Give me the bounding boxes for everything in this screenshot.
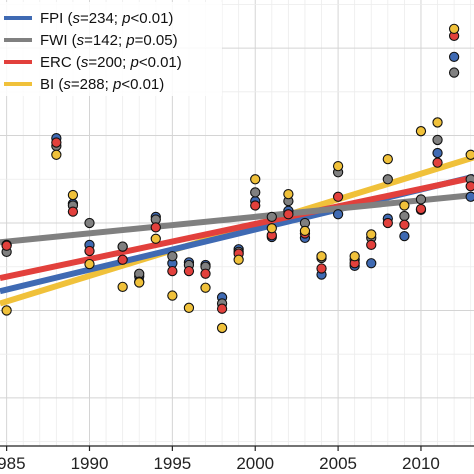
data-point-bi <box>216 322 228 334</box>
data-point-bi <box>200 282 211 293</box>
trend-line-fwi <box>0 192 474 246</box>
data-point-fpi <box>465 191 474 202</box>
x-axis: 1985 1990 1995 2000 2005 2010 <box>0 445 474 473</box>
data-point-bi <box>167 290 178 301</box>
data-point-erc <box>51 137 62 148</box>
data-point-bi <box>283 188 294 200</box>
data-point-bi <box>266 223 277 234</box>
data-point-erc <box>1 240 12 251</box>
data-point-erc <box>216 303 228 314</box>
legend-label-bi: BI (s=288; p<0.01) <box>40 76 164 93</box>
data-points <box>1 23 474 334</box>
data-point-bi <box>349 251 360 262</box>
data-point-erc <box>200 268 211 279</box>
data-point-bi <box>67 189 79 201</box>
data-point-erc <box>382 217 393 229</box>
data-point-bi <box>1 305 12 316</box>
data-point-bi <box>134 277 145 288</box>
data-point-bi <box>448 23 460 35</box>
legend-label-fpi: FPI (s=234; p<0.01) <box>40 10 173 27</box>
data-point-erc <box>67 206 79 217</box>
data-point-erc <box>332 191 344 202</box>
data-point-erc <box>167 265 178 277</box>
data-point-erc <box>183 265 195 277</box>
data-point-fwi <box>167 251 178 262</box>
data-point-bi <box>366 229 377 240</box>
data-point-erc <box>432 157 443 168</box>
data-point-erc <box>283 209 294 220</box>
x-tick-label: 2005 <box>319 454 357 473</box>
data-point-fpi <box>432 147 443 159</box>
data-point-bi <box>183 302 195 313</box>
data-point-fpi <box>332 209 344 220</box>
data-point-fpi <box>448 51 460 62</box>
x-tick-label: 2000 <box>236 454 274 473</box>
data-point-erc <box>316 263 327 274</box>
data-point-erc <box>465 181 474 192</box>
data-point-bi <box>415 126 427 137</box>
data-point-fwi <box>415 194 427 205</box>
data-point-bi <box>250 174 261 185</box>
data-point-bi <box>299 225 311 237</box>
data-point-bi <box>432 117 443 128</box>
data-point-fpi <box>399 230 410 242</box>
legend-label-fwi: FWI (s=142; p=0.05) <box>40 32 178 49</box>
data-point-bi <box>316 251 327 262</box>
trend-lines <box>0 154 474 307</box>
data-point-fwi <box>399 210 410 222</box>
legend: FPI (s=234; p<0.01) FWI (s=142; p=0.05) ER… <box>0 2 222 96</box>
data-point-bi <box>332 161 344 172</box>
data-point-fwi <box>84 217 95 229</box>
x-tick-label: 2010 <box>402 454 440 473</box>
x-tick-label: 1995 <box>153 454 191 473</box>
data-point-erc <box>150 222 161 233</box>
data-point-bi <box>51 149 62 160</box>
data-point-fwi <box>382 174 393 185</box>
data-point-bi <box>399 200 410 211</box>
data-point-bi <box>117 281 128 292</box>
legend-label-erc: ERC (s=200; p<0.01) <box>40 54 182 71</box>
x-tick-label: 1990 <box>71 454 109 473</box>
data-point-fwi <box>266 211 277 223</box>
data-point-bi <box>233 254 244 265</box>
data-point-bi <box>150 233 161 244</box>
data-point-fwi <box>250 187 261 198</box>
data-point-fwi <box>432 134 443 146</box>
data-point-erc <box>366 239 377 251</box>
data-point-fwi <box>117 241 128 252</box>
legend-box <box>0 2 222 96</box>
data-point-erc <box>84 245 95 257</box>
data-point-erc <box>117 254 128 265</box>
data-point-erc <box>415 203 427 215</box>
data-point-erc <box>250 200 261 211</box>
data-point-erc <box>399 219 410 230</box>
data-point-fpi <box>366 258 377 269</box>
trend-line-erc <box>0 174 474 282</box>
data-point-bi <box>465 149 474 160</box>
x-tick-label: 1985 <box>0 454 26 473</box>
data-point-fwi <box>448 67 460 78</box>
data-point-bi <box>382 154 393 165</box>
data-point-bi <box>84 258 95 270</box>
